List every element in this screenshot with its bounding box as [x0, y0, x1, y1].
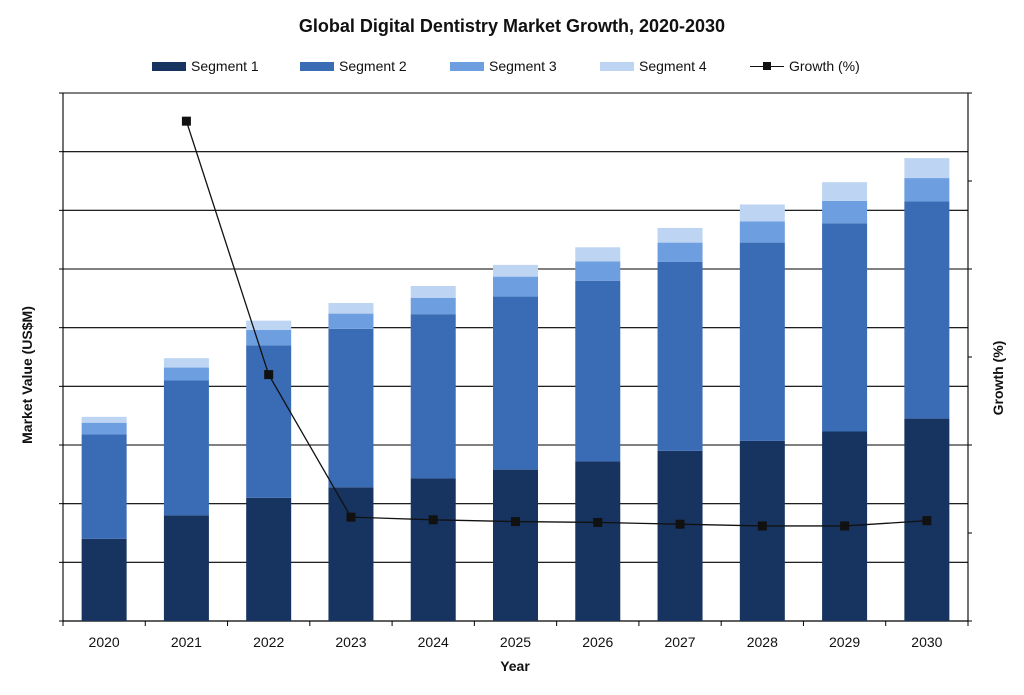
y-axis-title: Market Value (US$M) — [19, 306, 35, 444]
growth-line — [185, 120, 927, 527]
bar-segment-1-2022 — [246, 497, 292, 621]
x-tick-label: 2023 — [335, 634, 366, 650]
legend-swatch-segment-4 — [600, 61, 634, 71]
legend: Segment 1 Segment 2 Segment 3 Segment 4 … — [0, 55, 1024, 77]
bar-segment-1-2028 — [739, 440, 785, 621]
y2-axis-title: Growth (%) — [990, 340, 1006, 416]
bar-segment-4-2028 — [739, 204, 785, 222]
bar-segment-2-2020 — [81, 434, 127, 539]
growth-marker-2028 — [757, 521, 767, 531]
bar-segment-3-2021 — [163, 367, 209, 381]
bar-segment-3-2029 — [822, 200, 868, 224]
bar-segment-4-2029 — [822, 182, 868, 201]
x-tick-label: 2024 — [418, 634, 449, 650]
bar-segment-4-2020 — [81, 416, 127, 423]
x-tick-label: 2028 — [747, 634, 778, 650]
bar-segment-1-2023 — [328, 487, 374, 621]
x-tick-label: 2030 — [911, 634, 942, 650]
legend-item-segment-4: Segment 4 — [600, 55, 707, 77]
bar-segment-2-2030 — [904, 201, 950, 419]
growth-marker-2024 — [428, 515, 438, 525]
growth-marker-2026 — [593, 517, 603, 527]
legend-label-segment-3: Segment 3 — [489, 58, 557, 74]
bar-segment-2-2026 — [575, 280, 621, 462]
legend-item-growth: Growth (%) — [750, 55, 860, 77]
bar-segment-1-2024 — [410, 478, 456, 621]
bar-segment-3-2024 — [410, 297, 456, 315]
legend-swatch-segment-1 — [152, 61, 186, 71]
legend-swatch-segment-3 — [450, 61, 484, 71]
bar-segment-2-2024 — [410, 314, 456, 479]
bar-segment-2-2025 — [493, 296, 538, 470]
bar-segment-3-2027 — [657, 242, 703, 262]
legend-label-segment-2: Segment 2 — [339, 58, 407, 74]
bar-segment-3-2026 — [575, 261, 621, 281]
legend-line-marker-icon — [750, 61, 784, 71]
chart-title: Global Digital Dentistry Market Growth, … — [298, 16, 726, 36]
bar-segment-4-2024 — [410, 286, 456, 298]
legend-label-segment-4: Segment 4 — [639, 58, 707, 74]
bar-segment-3-2028 — [739, 221, 785, 243]
bar-segment-3-2025 — [493, 276, 538, 297]
x-tick-label: 2025 — [500, 634, 531, 650]
legend-item-segment-2: Segment 2 — [300, 55, 407, 77]
growth-marker-2030 — [922, 516, 932, 526]
growth-marker-2023 — [346, 512, 356, 522]
bar-segment-4-2027 — [657, 227, 703, 243]
x-axis-title: Year — [500, 658, 530, 674]
x-tick-label: 2022 — [253, 634, 284, 650]
x-tick-label: 2021 — [171, 634, 202, 650]
bar-segment-2-2027 — [657, 261, 703, 451]
growth-marker-2027 — [675, 519, 685, 529]
bar-segment-3-2023 — [328, 313, 374, 329]
bar-segment-3-2022 — [246, 330, 292, 346]
x-tick-label: 2027 — [664, 634, 695, 650]
x-tick-label: 2026 — [582, 634, 613, 650]
legend-swatch-segment-2 — [300, 61, 334, 71]
bar-segment-2-2029 — [822, 223, 868, 432]
bar-segment-2-2022 — [246, 345, 292, 498]
bar-segment-4-2026 — [575, 247, 621, 262]
bar-segment-4-2021 — [163, 358, 209, 368]
bar-segment-2-2023 — [328, 328, 374, 488]
bar-segment-4-2025 — [493, 264, 538, 277]
bar-segment-1-2027 — [657, 450, 703, 621]
bar-segment-3-2030 — [904, 178, 950, 202]
bar-segment-1-2020 — [81, 538, 127, 621]
legend-item-segment-3: Segment 3 — [450, 55, 557, 77]
bar-segment-1-2026 — [575, 461, 621, 621]
bar-segment-4-2022 — [246, 320, 292, 331]
growth-marker-2022 — [264, 370, 274, 380]
x-tick-label: 2020 — [89, 634, 120, 650]
bar-segment-2-2021 — [163, 380, 209, 516]
bar-segment-2-2028 — [739, 242, 785, 441]
bar-segment-3-2020 — [81, 422, 127, 435]
bar-segment-1-2021 — [163, 515, 209, 621]
legend-label-growth: Growth (%) — [789, 58, 860, 74]
growth-marker-2025 — [511, 517, 520, 527]
legend-label-segment-1: Segment 1 — [191, 58, 259, 74]
bar-segment-4-2030 — [904, 158, 950, 179]
x-tick-label: 2029 — [829, 634, 860, 650]
growth-marker-2029 — [840, 521, 850, 531]
growth-marker-2021 — [181, 116, 191, 126]
bar-segment-1-2025 — [493, 469, 538, 621]
bar-segment-4-2023 — [328, 303, 374, 314]
legend-item-segment-1: Segment 1 — [152, 55, 259, 77]
